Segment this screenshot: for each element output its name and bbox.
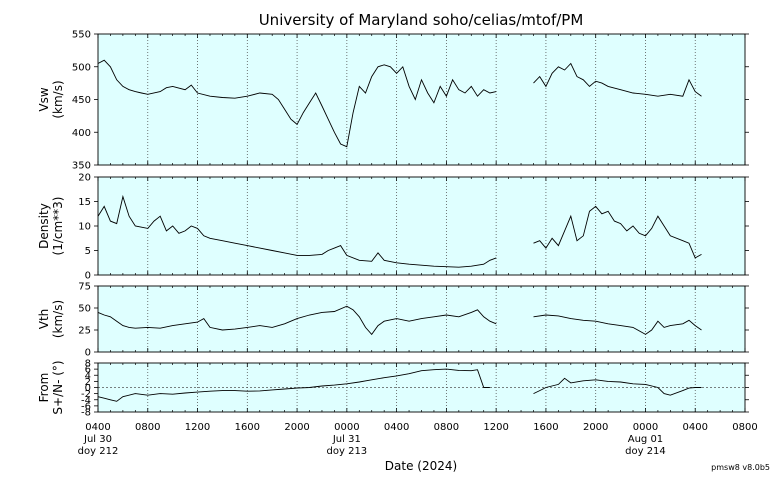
series-line-flow: [97, 368, 490, 402]
x-tick-label: 0000: [633, 422, 658, 433]
y-axis-label-line: From: [37, 373, 51, 403]
y-tick-label: 75: [78, 282, 91, 293]
panel-frame: [97, 33, 746, 166]
y-tick-label: 450: [72, 95, 91, 106]
y-axis-label-line: Vth: [37, 309, 51, 330]
y-tick-label: -6: [81, 401, 91, 412]
x-tick-label: 0800: [732, 422, 757, 433]
y-tick-label: 550: [72, 30, 91, 41]
x-tick-label: 1600: [533, 422, 558, 433]
y-tick-label: -4: [81, 395, 91, 406]
panel-frame: [97, 176, 746, 276]
x-tick-label: 0400: [384, 422, 409, 433]
x-tick-label: 0800: [135, 422, 160, 433]
y-tick-label: 350: [72, 161, 91, 172]
x-tick-label: 0800: [434, 422, 459, 433]
panel-background: [98, 363, 745, 412]
y-tick-label: 4: [85, 371, 91, 382]
y-axis-label-line: (km/s): [51, 300, 65, 338]
y-tick-label: 0: [85, 383, 91, 394]
y-tick-label: 25: [78, 326, 91, 337]
y-tick-label: 50: [78, 304, 91, 315]
y-axis-label: Vth(km/s): [37, 300, 65, 338]
panel-frame: [97, 362, 746, 413]
y-tick-label: 400: [72, 128, 91, 139]
y-tick-label: 0: [85, 348, 91, 359]
chart-title: University of Maryland soho/celias/mtof/…: [259, 11, 584, 29]
y-axis-label: Vsw(km/s): [37, 80, 65, 118]
y-axis-label-line: (km/s): [51, 80, 65, 118]
panel-frame: [97, 285, 746, 353]
y-tick-label: -2: [81, 389, 91, 400]
series-line-vsw: [533, 62, 702, 97]
panel-vth: 0 25 50 75 Vth(km/s): [37, 282, 749, 359]
y-tick-label: 5: [85, 246, 91, 257]
panel-background: [98, 34, 745, 165]
panel-vsw: 350 400 450 500 550 Vsw(km/s): [37, 30, 749, 172]
series-line-density: [533, 205, 702, 259]
panel-background: [98, 177, 745, 275]
x-axis-label: Date (2024): [385, 459, 457, 473]
y-axis-label-line: (1/cm**3): [51, 197, 65, 256]
x-tick-label: 2000: [583, 422, 608, 433]
y-tick-label: 15: [78, 197, 91, 208]
y-tick-label: 10: [78, 222, 91, 233]
x-tick-date: Aug 01: [628, 434, 663, 445]
panels: 350400450500550Vsw(km/s)05101520Density(…: [37, 30, 749, 419]
y-tick-label: 0: [85, 271, 91, 282]
x-tick-doy: doy 212: [78, 446, 119, 457]
x-tick-date: Jul 31: [332, 434, 361, 445]
y-tick-label: 500: [72, 62, 91, 73]
x-tick-doy: doy 214: [625, 446, 666, 457]
y-axis-label: FromS+/N- (°): [37, 360, 65, 414]
y-tick-label: 20: [78, 173, 91, 184]
x-tick-label: 1600: [235, 422, 260, 433]
x-tick-date: Jul 30: [83, 434, 112, 445]
x-tick-label: 0400: [85, 422, 110, 433]
y-axis-label-line: Density: [37, 203, 51, 249]
y-tick-label: 2: [85, 377, 91, 388]
x-tick-label: 0400: [683, 422, 708, 433]
series-line-vth: [533, 314, 702, 335]
y-tick-label: 6: [85, 365, 91, 376]
x-tick-label: 1200: [483, 422, 508, 433]
series-line-vsw: [97, 59, 497, 148]
y-axis-label-line: S+/N- (°): [51, 360, 65, 414]
y-tick-label: -8: [81, 408, 91, 419]
x-tick-label: 1200: [185, 422, 210, 433]
series-line-flow: [533, 377, 702, 396]
x-tick-label: 2000: [284, 422, 309, 433]
x-tick-doy: doy 213: [327, 446, 368, 457]
version-label: pmsw8 v8.0b5: [711, 463, 770, 472]
series-line-density: [97, 194, 497, 268]
y-tick-label: 8: [85, 359, 91, 370]
series-line-vth: [97, 305, 497, 336]
x-tick-label: 0000: [334, 422, 359, 433]
panel-density: 0 5 10 15 20 Density(1/cm**3): [37, 173, 749, 282]
y-axis-label: Density(1/cm**3): [37, 197, 65, 256]
y-axis-label-line: Vsw: [37, 87, 51, 111]
